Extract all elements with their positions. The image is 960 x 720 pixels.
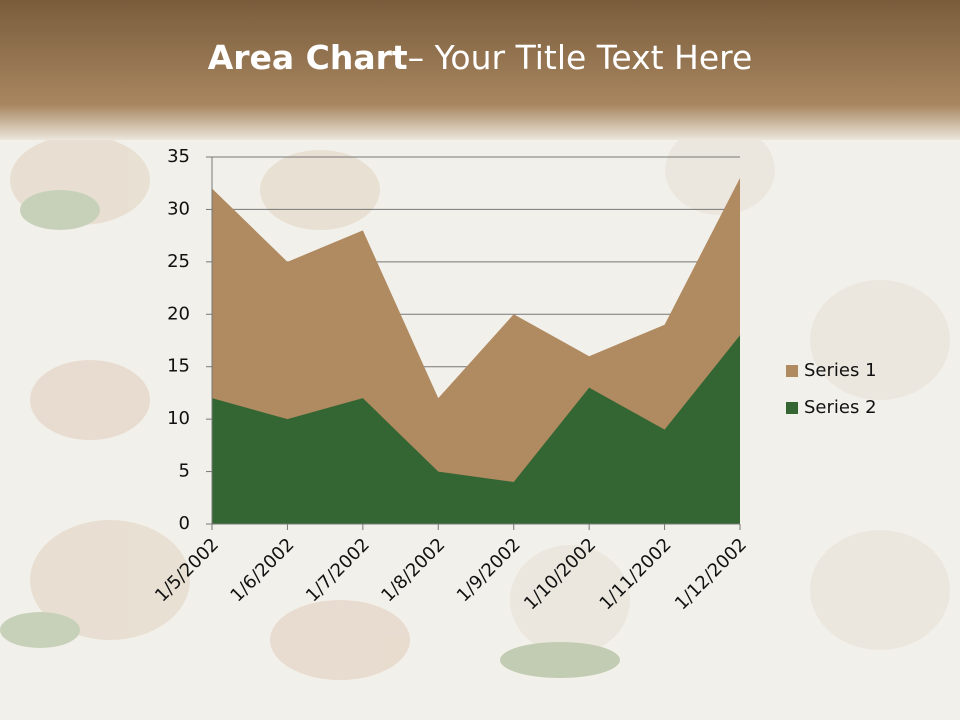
slide-title: Area Chart– Your Title Text Here <box>0 38 960 77</box>
y-tick-label: 0 <box>179 513 190 534</box>
y-tick-label: 5 <box>179 461 190 482</box>
legend-swatch <box>786 402 798 414</box>
y-tick-label: 15 <box>167 356 190 377</box>
title-text: – Your Title Text Here <box>407 38 753 77</box>
x-tick-label: 1/9/2002 <box>453 534 525 606</box>
x-tick-label: 1/10/2002 <box>520 534 600 614</box>
x-tick-label: 1/11/2002 <box>596 534 676 614</box>
legend-label: Series 2 <box>804 397 877 418</box>
legend-swatch <box>786 365 798 377</box>
legend-label: Series 1 <box>804 360 877 381</box>
y-tick-label: 20 <box>167 303 190 324</box>
x-tick-label: 1/6/2002 <box>226 534 298 606</box>
area <box>212 335 740 524</box>
x-tick-label: 1/8/2002 <box>377 534 449 606</box>
y-tick-label: 10 <box>167 408 190 429</box>
x-tick-label: 1/5/2002 <box>151 534 223 606</box>
y-tick-label: 25 <box>167 251 190 272</box>
y-tick-label: 30 <box>167 198 190 219</box>
y-tick-label: 35 <box>167 146 190 167</box>
x-tick-label: 1/7/2002 <box>302 534 374 606</box>
x-tick-label: 1/12/2002 <box>671 534 751 614</box>
title-bold: Area Chart <box>207 38 408 77</box>
